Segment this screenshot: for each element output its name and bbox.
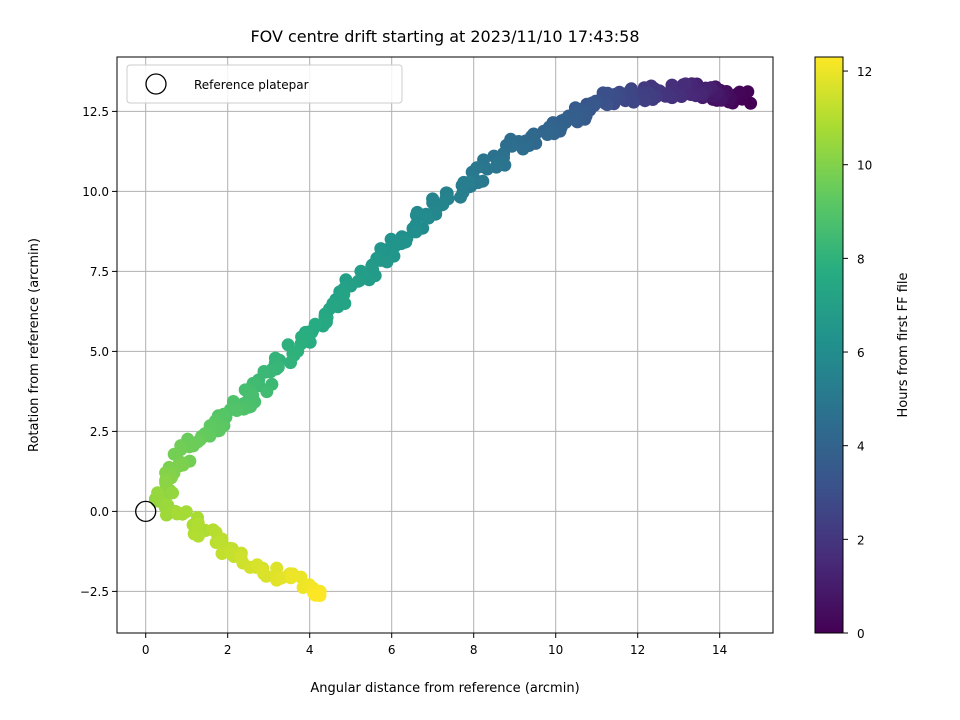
data-point [230, 404, 244, 417]
colorbar-tick-label: 12 [857, 65, 872, 79]
chart-title: FOV centre drift starting at 2023/11/10 … [250, 27, 639, 46]
colorbar-gradient [814, 56, 844, 634]
y-axis-ticks: −2.5 0.0 2.5 5.0 7.5 10.0 12.5 [80, 105, 117, 599]
x-tick-label: 8 [470, 643, 478, 657]
x-axis-ticks: 0 2 4 6 8 10 12 14 [142, 633, 727, 657]
data-point [213, 535, 227, 549]
y-tick-label: 12.5 [82, 105, 109, 119]
data-point [191, 529, 205, 543]
y-tick-label: 10.0 [82, 185, 109, 199]
x-tick-label: 2 [224, 643, 232, 657]
colorbar-label: Hours from first FF file [896, 272, 911, 417]
data-point [409, 208, 423, 222]
plot-frame [116, 56, 774, 634]
y-tick-label: 7.5 [90, 265, 109, 279]
data-point [191, 517, 205, 531]
data-point [362, 273, 376, 287]
data-point [223, 546, 237, 560]
colorbar-tick-label: 8 [857, 252, 865, 266]
colorbar-ticks: 0 2 4 6 8 10 12 [843, 65, 872, 641]
data-point [516, 142, 530, 156]
x-tick-label: 0 [142, 643, 150, 657]
y-tick-label: 5.0 [90, 345, 109, 359]
legend-label: Reference platepar [194, 78, 309, 92]
data-point [463, 175, 477, 189]
colorbar-tick-label: 2 [857, 533, 865, 547]
reference-platepar-marker [135, 500, 157, 523]
data-point [365, 262, 379, 276]
legend-marker [145, 73, 167, 95]
legend: Reference platepar [126, 64, 403, 104]
x-tick-label: 10 [548, 643, 563, 657]
data-point [454, 190, 467, 204]
data-point [388, 239, 402, 253]
colorbar-tick-label: 10 [857, 159, 872, 173]
data-point [540, 128, 554, 141]
data-point [285, 569, 299, 583]
x-tick-label: 14 [712, 643, 727, 657]
x-axis-label: Angular distance from reference (arcmin) [310, 681, 579, 696]
data-point [638, 94, 652, 108]
colorbar: 0 2 4 6 8 10 12 Hours from first FF file [814, 56, 911, 641]
y-tick-label: −2.5 [80, 585, 109, 599]
x-tick-label: 12 [630, 643, 645, 657]
data-point [246, 389, 260, 402]
colorbar-tick-label: 6 [857, 346, 865, 360]
data-point [284, 356, 297, 370]
data-point [255, 564, 269, 578]
y-tick-label: 2.5 [90, 425, 109, 439]
legend-box [126, 64, 403, 104]
data-points [148, 77, 758, 602]
data-point [465, 165, 479, 179]
data-point [260, 385, 274, 399]
data-point [171, 507, 185, 520]
colorbar-tick-label: 4 [857, 440, 865, 454]
data-point [166, 486, 179, 500]
x-tick-label: 4 [306, 643, 314, 657]
y-axis-label: Rotation from reference (arcmin) [27, 238, 42, 452]
data-point [679, 77, 693, 91]
data-point [420, 211, 434, 225]
data-point [338, 297, 352, 310]
y-tick-label: 0.0 [90, 505, 109, 519]
data-point [160, 508, 173, 522]
data-point [234, 550, 248, 564]
x-tick-label: 6 [388, 643, 396, 657]
data-point [380, 255, 394, 269]
data-point [308, 588, 322, 602]
colorbar-tick-label: 0 [857, 627, 865, 641]
